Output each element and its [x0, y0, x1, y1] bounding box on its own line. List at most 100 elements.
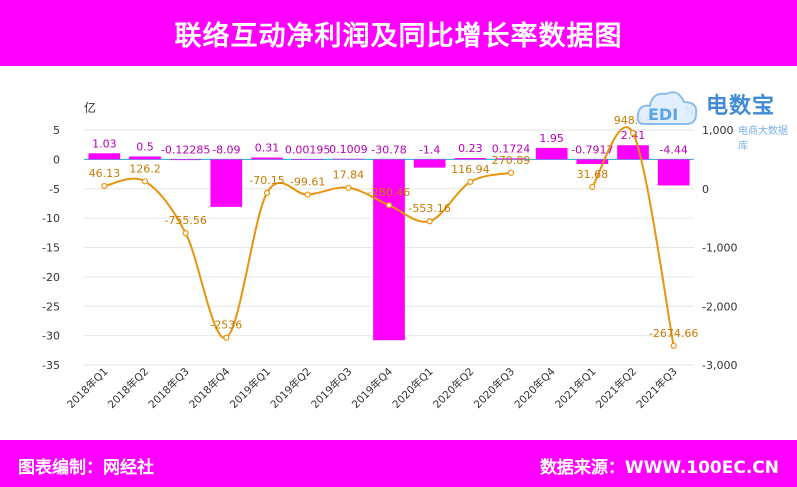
x-tick-label: 2018年Q4 — [186, 365, 232, 411]
bar-data-label: 0.23 — [458, 142, 483, 155]
combo-chart: 5 0 -5 -10 -15 -20 -25 -30 -35 1,000 0 -1,000 -2,000… — [42, 100, 737, 411]
bar — [251, 157, 283, 160]
bar-data-label: 0.00195 — [285, 143, 331, 156]
line-point — [467, 178, 474, 185]
logo-subtitle: 电商大数据库 — [738, 126, 788, 152]
bar — [454, 158, 487, 160]
x-tick-label: 2021年Q2 — [593, 365, 639, 411]
bar-data-label: -8.09 — [212, 143, 240, 156]
y-tick-label: 0 — [53, 153, 60, 166]
bar — [413, 159, 446, 168]
footer-author: 图表编制：网经社 — [18, 458, 154, 478]
line-data-label: 17.84 — [333, 169, 365, 182]
line-point — [426, 218, 433, 225]
bar-data-label: 1.03 — [92, 137, 117, 150]
line-point — [629, 129, 637, 137]
bar — [535, 147, 568, 160]
y-tick-label: -35 — [42, 359, 60, 372]
watermark-logo: EDI 电数宝 电商大数据库 — [634, 82, 794, 152]
bar — [88, 153, 121, 160]
line-data-label: -70.15 — [249, 174, 284, 187]
cloud-logo-icon: EDI — [636, 91, 698, 125]
line-point — [141, 178, 149, 185]
y2-tick-label: -2,000 — [702, 300, 737, 313]
header-banner: 联络互动净利润及同比增长率数据图 — [0, 0, 797, 66]
bar-data-label: -4.44 — [659, 143, 687, 156]
line-data-label: -553.16 — [408, 202, 450, 215]
y-tick-label: -20 — [42, 271, 60, 284]
line-data-label: 126.2 — [129, 162, 161, 175]
line-data-label: -280.46 — [368, 186, 410, 199]
line-point — [304, 191, 311, 198]
x-tick-label: 2019年Q2 — [268, 365, 314, 411]
bar — [576, 159, 609, 165]
bar — [373, 159, 405, 341]
bar-data-label: -0.7917 — [571, 143, 613, 156]
line-point — [385, 202, 393, 209]
x-tick-label: 2019年Q4 — [349, 365, 395, 411]
line-point — [670, 342, 677, 349]
x-tick-label: 2018年Q2 — [105, 365, 151, 411]
line-point — [263, 189, 271, 196]
line-data-label: 270.89 — [492, 154, 531, 167]
bar-data-label: 0.1009 — [329, 143, 368, 156]
y2-tick-label: -1,000 — [702, 242, 737, 255]
line-data-label: 46.13 — [89, 167, 121, 180]
y-tick-label: 5 — [53, 124, 60, 137]
bar-data-label: 0.31 — [255, 142, 280, 155]
chart-area: 5 0 -5 -10 -15 -20 -25 -30 -35 1,000 0 -1,000 -2,000… — [0, 66, 797, 440]
y-tick-label: -25 — [42, 300, 60, 313]
bar — [210, 159, 243, 207]
y-tick-label: -5 — [49, 183, 60, 196]
y-tick-label: -15 — [42, 242, 60, 255]
x-tick-label: 2019年Q1 — [227, 365, 273, 411]
bar-data-label: 0.5 — [136, 140, 154, 153]
x-tick-label: 2020年Q4 — [512, 365, 558, 411]
x-tick-label: 2019年Q3 — [308, 365, 354, 411]
line-data-label: -2674.66 — [649, 327, 698, 340]
x-tick-label: 2021年Q1 — [552, 365, 598, 411]
bar — [617, 145, 649, 160]
bar-data-label: 1.95 — [539, 132, 564, 145]
line-point — [345, 184, 352, 191]
y2-tick-label: 0 — [702, 183, 709, 196]
x-tick-label: 2018年Q1 — [64, 365, 110, 411]
x-tick-label: 2020年Q3 — [471, 365, 517, 411]
line-data-label: 116.94 — [451, 163, 490, 176]
y-tick-label: -10 — [42, 212, 60, 225]
footer-source: 数据来源：WWW.100EC.CN — [539, 458, 779, 478]
line-data-label: 31.68 — [577, 168, 609, 181]
x-tick-label: 2021年Q3 — [634, 365, 680, 411]
bar-data-label: -30.78 — [371, 143, 406, 156]
bar — [332, 158, 365, 160]
line-data-label: -755.56 — [164, 214, 206, 227]
footer-banner: 图表编制：网经社 数据来源：WWW.100EC.CN — [0, 440, 797, 487]
y-tick-label: -30 — [42, 330, 60, 343]
y2-tick-label: 1,000 — [702, 124, 734, 137]
line-point — [223, 334, 230, 341]
line-point — [589, 183, 596, 190]
y2-tick-label: -3,000 — [702, 359, 737, 372]
x-tick-label: 2020年Q1 — [390, 365, 436, 411]
bar — [495, 158, 527, 160]
line-data-label: -99.61 — [290, 176, 325, 189]
bar-data-label: -1.4 — [419, 143, 440, 156]
line-data-label: -2536 — [210, 319, 242, 332]
bar-data-label: 0.1724 — [492, 142, 531, 155]
y-axis-unit: 亿 — [84, 100, 96, 115]
bar — [169, 159, 202, 161]
x-tick-label: 2018年Q3 — [146, 365, 192, 411]
x-tick-label: 2020年Q2 — [430, 365, 476, 411]
page-title: 联络互动净利润及同比增长率数据图 — [174, 20, 623, 52]
bar — [657, 159, 690, 186]
bar-data-label: -0.12285 — [161, 143, 210, 156]
line-point — [182, 230, 189, 237]
growth-rate-line — [591, 126, 675, 347]
logo-name: 电数宝 — [706, 94, 776, 119]
line-point — [101, 182, 108, 190]
svg-text:EDI: EDI — [648, 105, 678, 124]
line-point — [507, 169, 515, 176]
bar — [129, 156, 161, 160]
bar — [291, 159, 324, 160]
